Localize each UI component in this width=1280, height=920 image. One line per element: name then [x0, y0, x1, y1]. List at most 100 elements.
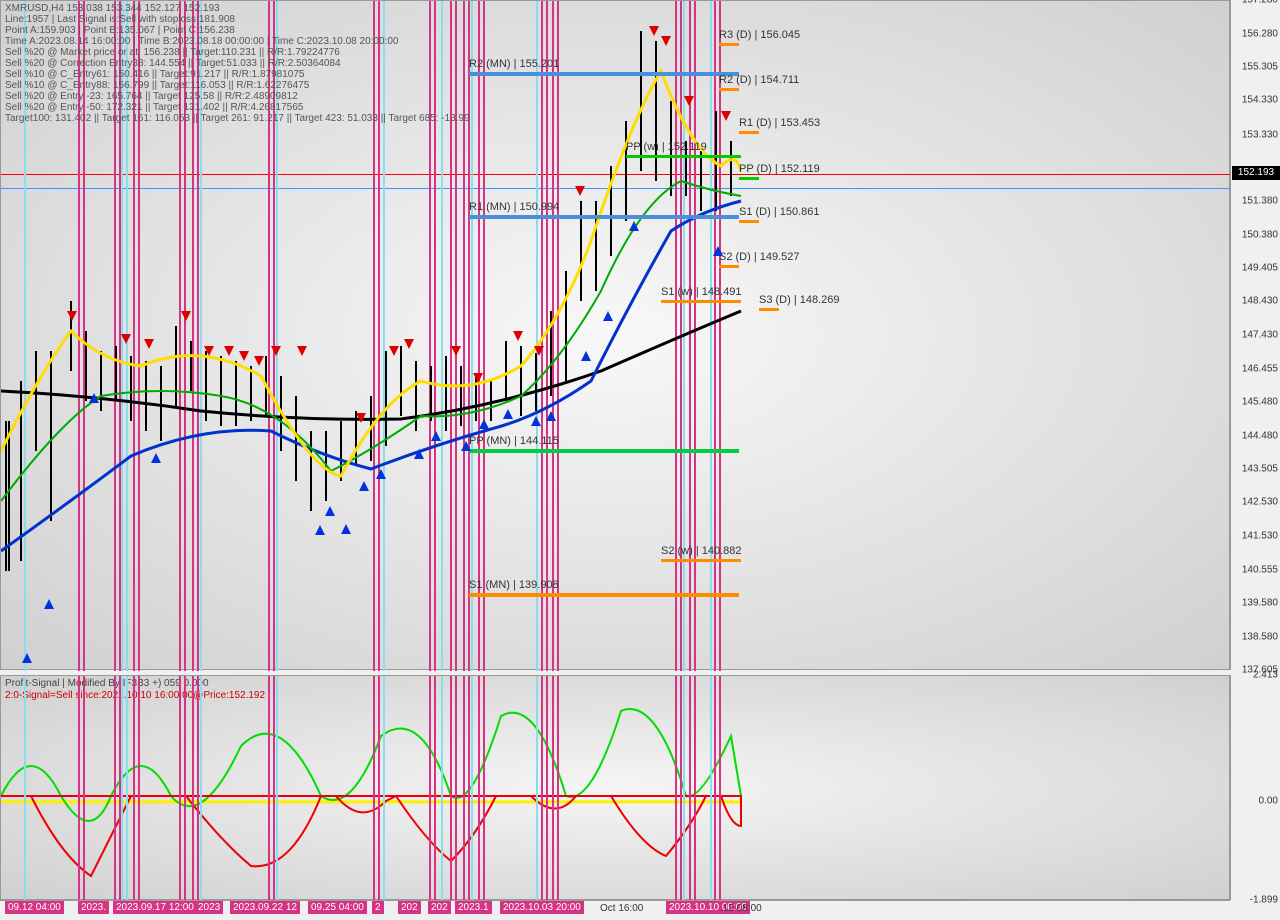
- vline: [552, 676, 554, 901]
- vline: [273, 676, 275, 901]
- vline: [710, 676, 712, 901]
- arrow-up-icon: [151, 453, 161, 463]
- x-tick: 2023.09.17 12:00: [113, 901, 197, 914]
- info-line: Time A:2023.08.14 16:00:00 | Time B:2023…: [5, 36, 470, 47]
- arrow-down-icon: [534, 346, 544, 356]
- pivot-line: [469, 593, 739, 597]
- vline: [463, 676, 465, 901]
- x-tick: 2: [372, 901, 384, 914]
- arrow-up-icon: [341, 524, 351, 534]
- pivot-line: [739, 177, 759, 180]
- y-tick: 145.480: [1242, 396, 1278, 407]
- vline: [276, 676, 278, 901]
- info-line: Point A:159.903 | Point B:135.067 | Poin…: [5, 25, 470, 36]
- vline: [546, 676, 548, 901]
- pivot-line: [626, 155, 741, 158]
- pivot-line: [469, 72, 739, 76]
- arrow-down-icon: [356, 413, 366, 423]
- x-tick: .12 08:00: [720, 903, 762, 914]
- pivot-label: PP (MN) | 144.115: [469, 435, 559, 447]
- vline: [126, 676, 128, 901]
- pivot-label: PP (w) | 152.119: [626, 141, 707, 153]
- arrow-down-icon: [649, 26, 659, 36]
- vline: [478, 676, 480, 901]
- pivot-label: S1 (MN) | 139.908: [469, 579, 559, 591]
- arrow-down-icon: [575, 186, 585, 196]
- x-tick: Oct 16:00: [600, 903, 643, 914]
- arrow-up-icon: [22, 653, 32, 663]
- vline: [179, 676, 181, 901]
- arrow-down-icon: [451, 346, 461, 356]
- arrow-up-icon: [713, 246, 723, 256]
- time-axis: 09.12 04:002023.2023.09.17 12:0020232023…: [0, 900, 1230, 920]
- vline: [114, 676, 116, 901]
- y-tick: 156.280: [1242, 29, 1278, 40]
- y-tick: 142.530: [1242, 497, 1278, 508]
- y-tick: 143.505: [1242, 464, 1278, 475]
- vline: [483, 676, 485, 901]
- price-axis: 157.280156.280155.305154.330153.330152.1…: [1230, 0, 1280, 670]
- x-tick: 2023.1: [455, 901, 492, 914]
- vline: [192, 676, 194, 901]
- y-tick: 139.580: [1242, 597, 1278, 608]
- indicator-panel[interactable]: Profit-Signal | Modified By:IF3B3 +) 059…: [0, 675, 1230, 900]
- y-tick: 153.330: [1242, 129, 1278, 140]
- arrow-down-icon: [473, 373, 483, 383]
- arrow-up-icon: [546, 411, 556, 421]
- vline: [24, 676, 26, 901]
- vline: [689, 676, 691, 901]
- arrow-up-icon: [629, 221, 639, 231]
- pivot-line: [719, 88, 739, 91]
- y-tick: 147.430: [1242, 330, 1278, 341]
- arrow-up-icon: [581, 351, 591, 361]
- y-tick: 144.480: [1242, 430, 1278, 441]
- x-tick: 2023.10.03 20:00: [500, 901, 584, 914]
- vline: [719, 676, 721, 901]
- vline: [455, 676, 457, 901]
- pivot-label: S2 (D) | 149.527: [719, 251, 800, 263]
- pivot-line: [759, 308, 779, 311]
- info-line: Target100: 131.402 || Target 161: 116.05…: [5, 113, 470, 124]
- pivot-label: R1 (MN) | 150.994: [469, 201, 559, 213]
- arrow-down-icon: [297, 346, 307, 356]
- info-line: Sell %20 @ Entry -23: 165.764 || Target …: [5, 91, 470, 102]
- arrow-up-icon: [376, 469, 386, 479]
- x-tick: 09.25 04:00: [308, 901, 367, 914]
- arrow-down-icon: [404, 339, 414, 349]
- vline: [378, 676, 380, 901]
- arrow-down-icon: [661, 36, 671, 46]
- y-tick: 149.405: [1242, 263, 1278, 274]
- vline: [429, 676, 431, 901]
- x-tick: 2023: [195, 901, 223, 914]
- vline: [441, 676, 443, 901]
- y-tick: 141.530: [1242, 531, 1278, 542]
- arrow-down-icon: [224, 346, 234, 356]
- vline: [138, 676, 140, 901]
- vline: [200, 676, 202, 901]
- vline: [268, 676, 270, 901]
- arrow-down-icon: [239, 351, 249, 361]
- pivot-label: R3 (D) | 156.045: [719, 29, 800, 41]
- y-tick: 155.305: [1242, 62, 1278, 73]
- main-price-chart[interactable]: R3 (D) | 156.045R2 (MN) | 155.201R2 (D) …: [0, 0, 1230, 670]
- indicator-signal: 2:0-Signal=Sell since:2023.10.10 16:00:0…: [5, 690, 265, 701]
- vline: [694, 676, 696, 901]
- arrow-up-icon: [461, 441, 471, 451]
- info-line: Sell %20 @ Market price or at: 156.238 |…: [5, 47, 470, 58]
- pivot-line: [661, 300, 741, 303]
- y-tick: 157.280: [1242, 0, 1278, 6]
- pivot-label: R1 (D) | 153.453: [739, 117, 820, 129]
- arrow-up-icon: [44, 599, 54, 609]
- arrow-down-icon: [721, 111, 731, 121]
- y-tick: 138.580: [1242, 631, 1278, 642]
- vline: [714, 676, 716, 901]
- pivot-line: [469, 449, 739, 453]
- info-line: XMRUSD,H4 153.038 153.344 152.127 152.19…: [5, 3, 470, 14]
- vline: [373, 676, 375, 901]
- arrow-down-icon: [204, 346, 214, 356]
- arrow-down-icon: [254, 356, 264, 366]
- pivot-line: [469, 215, 739, 219]
- info-line: Sell %20 @ Correction Entry38: 144.554 |…: [5, 58, 470, 69]
- arrow-down-icon: [144, 339, 154, 349]
- vline: [197, 676, 199, 901]
